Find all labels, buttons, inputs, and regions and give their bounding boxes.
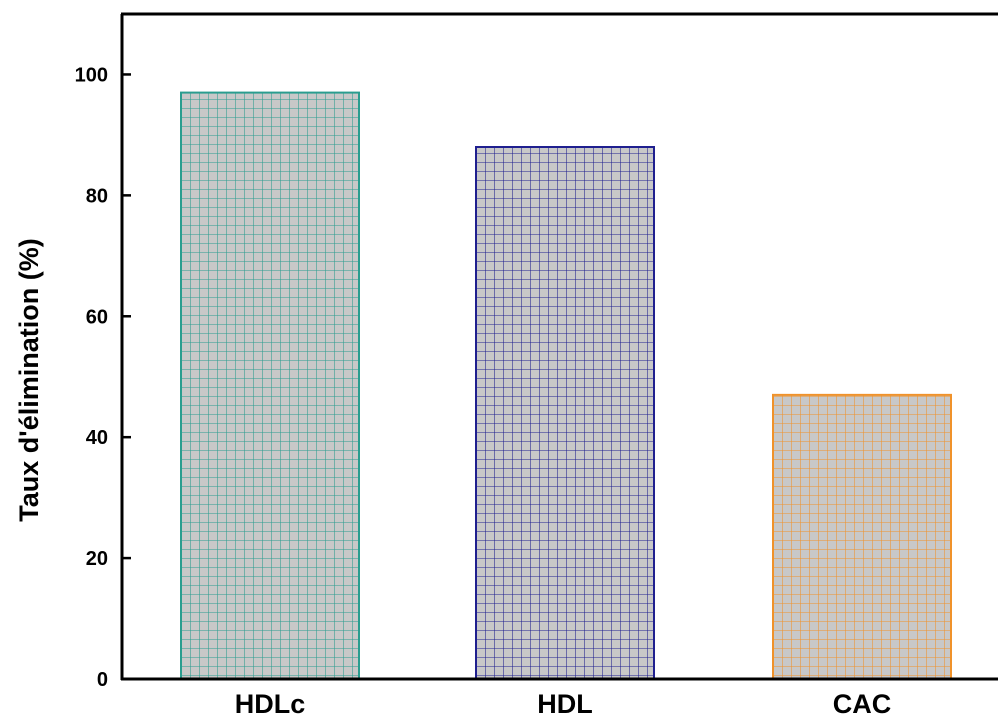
bar-cac (772, 393, 952, 680)
y-tick-label-20: 20 (86, 548, 108, 570)
bar-hdlc (180, 91, 360, 681)
y-axis-title: Taux d'élimination (%) (14, 238, 44, 521)
y-tick-label-80: 80 (86, 185, 108, 207)
axes-group (120, 12, 998, 681)
bar-hdl (475, 146, 655, 680)
y-tick-label-40: 40 (86, 427, 108, 449)
x-tick-label-hdl: HDL (537, 689, 593, 719)
x-tick-label-cac: CAC (833, 689, 892, 719)
x-labels-group: HDLc HDL CAC (235, 689, 892, 719)
x-tick-label-hdlc: HDLc (235, 689, 306, 719)
y-tick-label-100: 100 (75, 64, 108, 86)
bars-group (180, 91, 952, 681)
y-tick-label-60: 60 (86, 306, 108, 328)
y-ticks-group: 0 20 40 60 80 100 (75, 64, 131, 691)
y-tick-label-0: 0 (97, 669, 108, 691)
